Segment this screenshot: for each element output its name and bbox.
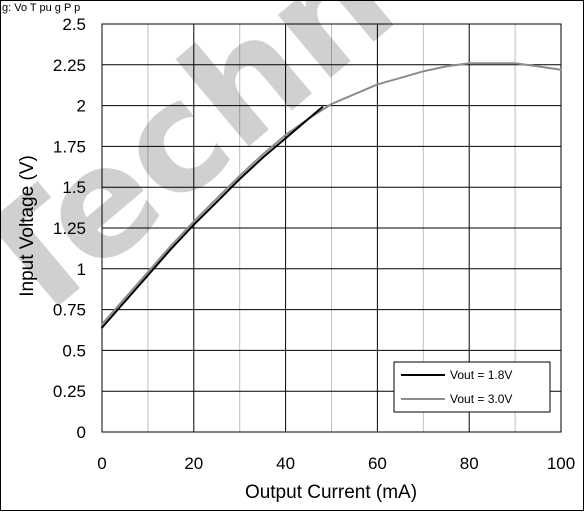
legend-label-vout-1-8v: Vout = 1.8V	[450, 368, 512, 382]
y-tick-label: 1.5	[62, 178, 86, 197]
series-lines	[101, 62, 562, 329]
y-tick-labels: 0 0.25 0.5 0.75 1 1.25 1.5 1.75 2 2.25 2.5	[53, 15, 86, 442]
x-tick-label: 100	[547, 454, 575, 473]
series-line-vout-3-0v	[101, 62, 562, 326]
y-tick-label: 1.75	[53, 137, 86, 156]
y-tick-label: 0.25	[53, 382, 86, 401]
y-axis-title: Input Voltage (V)	[17, 155, 38, 297]
x-axis-title: Output Current (mA)	[245, 482, 417, 503]
x-tick-label: 20	[184, 454, 203, 473]
grid-lines	[102, 24, 561, 432]
plot-area-frame	[101, 23, 562, 433]
y-tick-label: 2.5	[62, 15, 86, 34]
series-line-vout-1-8v	[101, 106, 324, 329]
y-tick-label: 0	[77, 423, 86, 442]
x-tick-label: 40	[276, 454, 295, 473]
x-tick-label: 80	[460, 454, 479, 473]
x-tick-labels: 0 20 40 60 80 100	[97, 454, 575, 473]
y-tick-label: 0.5	[62, 341, 86, 360]
x-tick-label: 0	[97, 454, 106, 473]
y-tick-label: 1	[77, 260, 86, 279]
y-tick-label: 1.25	[53, 219, 86, 238]
legend-box	[393, 361, 551, 413]
legend: Vout = 1.8V Vout = 3.0V	[393, 361, 551, 413]
y-tick-label: 2	[77, 97, 86, 116]
x-tick-label: 60	[368, 454, 387, 473]
legend-label-vout-3-0v: Vout = 3.0V	[450, 392, 512, 406]
y-tick-label: 2.25	[53, 56, 86, 75]
caption-fragment: g: Vo T pu g P p	[2, 2, 80, 14]
y-tick-label: 0.75	[53, 301, 86, 320]
